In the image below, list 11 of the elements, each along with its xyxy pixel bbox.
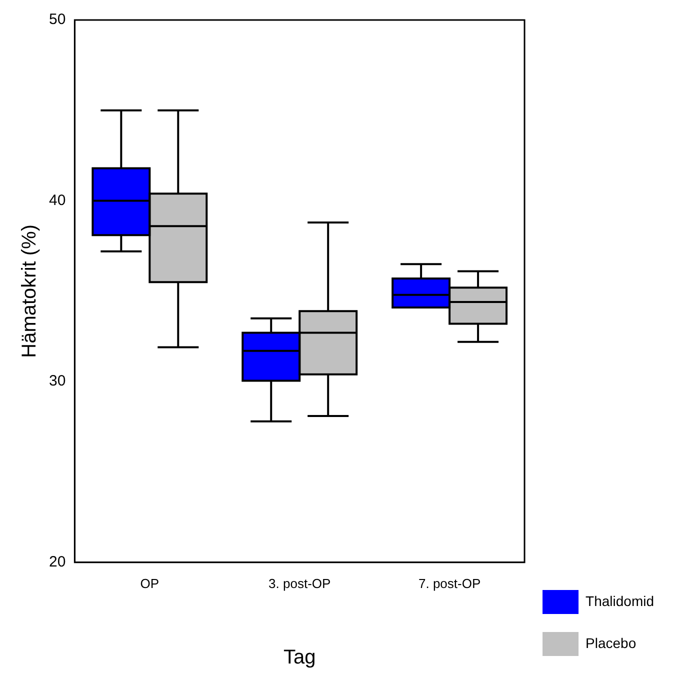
y-axis-title: Hämatokrit (%): [18, 224, 41, 358]
legend-label: Placebo: [586, 634, 636, 651]
x-tick-label: 7. post-OP: [418, 576, 481, 591]
y-tick-label: 30: [48, 372, 66, 390]
legend-label: Thalidomid: [586, 592, 654, 609]
y-tick-label: 40: [48, 192, 66, 209]
y-tick-label: 50: [48, 11, 66, 28]
x-axis-title: Tag: [283, 646, 316, 669]
x-tick-label: OP: [140, 576, 160, 591]
y-tick-label: 20: [48, 554, 66, 571]
x-tick-label: 3. post-OP: [268, 576, 331, 591]
